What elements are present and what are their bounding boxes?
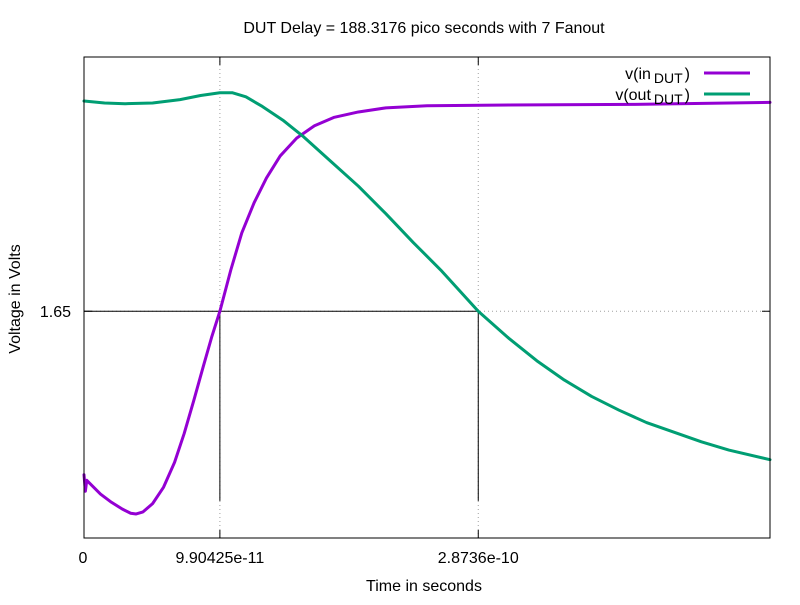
axis-ticks: 0 9.90425e-11 2.8736e-10 1.65 — [40, 57, 770, 567]
y-axis-label: Voltage in Volts — [7, 244, 24, 353]
label-layer: DUT Delay = 188.3176 pico seconds with 7… — [7, 20, 605, 595]
x-axis-label: Time in seconds — [366, 578, 482, 595]
x-tick-label: 9.90425e-11 — [176, 550, 265, 567]
y-tick-label: 1.65 — [40, 304, 71, 321]
chart-title: DUT Delay = 188.3176 pico seconds with 7… — [243, 20, 605, 37]
legend-label: v(in DUT) — [625, 66, 690, 86]
plot-border — [83, 56, 771, 539]
legend-label: v(out DUT) — [615, 87, 690, 107]
threshold-markers — [84, 310, 479, 501]
series-layer — [82, 91, 772, 516]
x-tick-label: 0 — [79, 550, 88, 567]
x-tick-label: 2.8736e-10 — [438, 550, 519, 567]
legend: v(in DUT)v(out DUT) — [615, 66, 750, 107]
series-line-output — [82, 91, 772, 462]
series-line-input — [82, 100, 772, 516]
